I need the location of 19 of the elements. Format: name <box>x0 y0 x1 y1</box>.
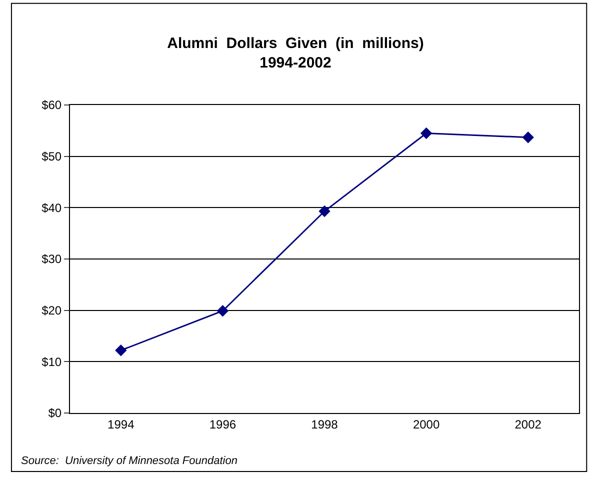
source-note: Source: University of Minnesota Foundation <box>21 455 238 467</box>
x-tick-label: 1998 <box>311 417 338 432</box>
point <box>522 131 534 144</box>
y-tick-label: $40 <box>42 200 62 215</box>
point <box>420 127 432 140</box>
point <box>216 305 229 317</box>
y-tick-label: $60 <box>42 98 62 112</box>
x-tick-label: 2002 <box>514 417 542 432</box>
y-tick-label: $50 <box>42 150 62 164</box>
y-tick-label: $20 <box>42 304 62 318</box>
point <box>115 344 127 356</box>
x-tick-label: 2000 <box>412 417 440 432</box>
x-tick-label: 1994 <box>108 417 135 432</box>
y-tick-label: $30 <box>42 252 62 266</box>
y-tick-label: $10 <box>42 354 62 369</box>
point <box>318 205 330 218</box>
x-tick-label: 1996 <box>209 417 236 432</box>
chart-title: Alumni Dollars Given (in millions) 1994-2002 <box>167 34 424 72</box>
y-tick-label: $0 <box>48 406 62 420</box>
